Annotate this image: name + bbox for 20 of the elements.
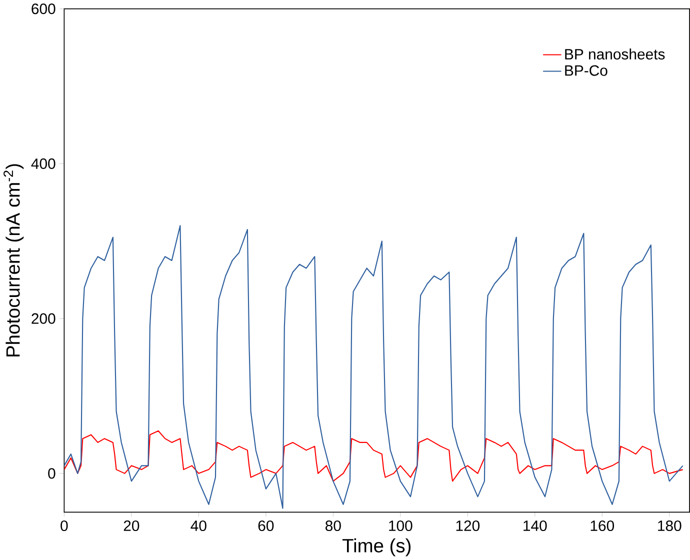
legend-label: BP nanosheets xyxy=(565,48,665,60)
x-tick-label: 100 xyxy=(389,520,412,532)
y-axis-title: Photocurrent (nA cm$^{-2}$) xyxy=(4,164,24,357)
x-tick-label: 180 xyxy=(658,520,682,532)
y-tick-label: 600 xyxy=(32,4,56,14)
x-tick-label: 60 xyxy=(258,520,274,532)
line-series xyxy=(64,225,684,509)
x-tick-label: 40 xyxy=(190,520,206,532)
line-series xyxy=(64,430,684,482)
x-tick-label: 160 xyxy=(590,520,614,532)
legend-label: BP-Co xyxy=(565,65,608,76)
y-tick-label: 0 xyxy=(48,468,56,479)
x-tick-label: 80 xyxy=(326,520,341,532)
x-axis-title: Time (s) xyxy=(342,538,411,556)
x-tick-label: 120 xyxy=(456,520,480,532)
y-tick-label: 400 xyxy=(31,158,56,170)
x-tick-label: 20 xyxy=(124,520,140,532)
y-tick-label: 200 xyxy=(32,313,56,324)
x-tick-label: 140 xyxy=(524,520,547,532)
x-tick-label: 0 xyxy=(60,520,68,532)
